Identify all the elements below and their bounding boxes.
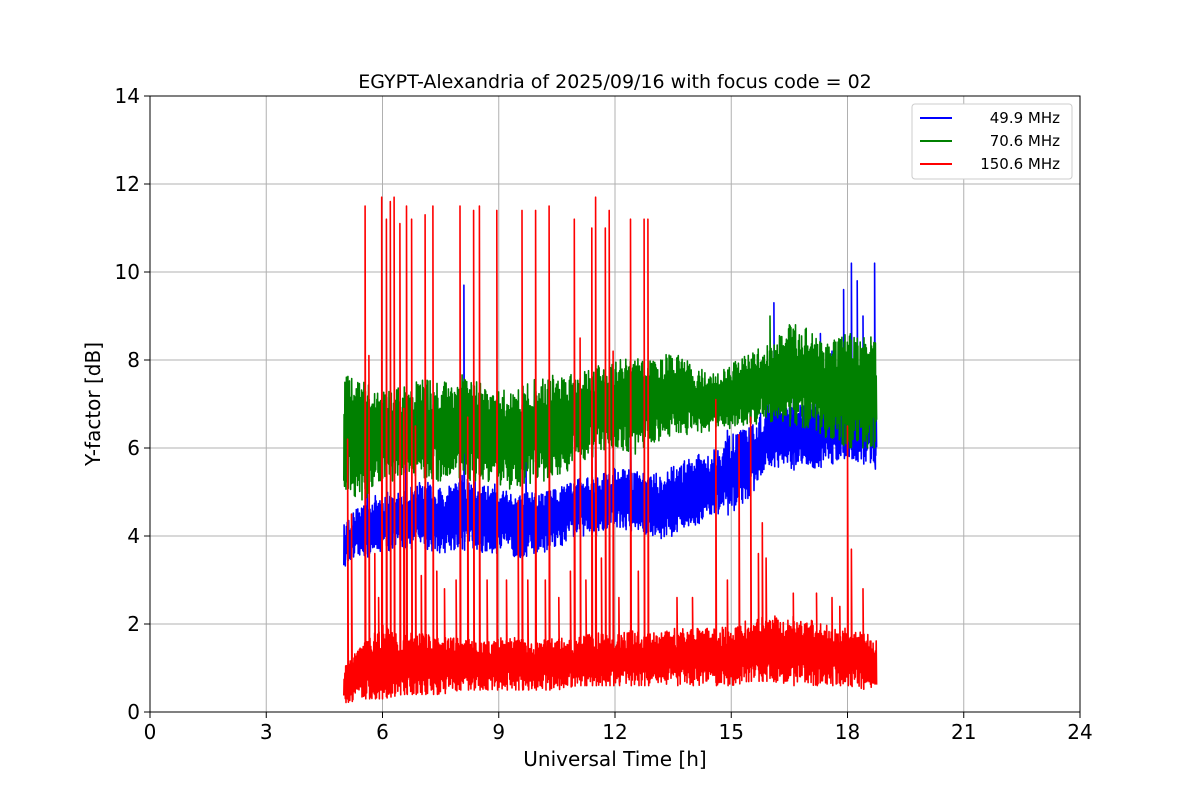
legend: 49.9 MHz 70.6 MHz 150.6 MHz [911,103,1073,180]
legend-box [911,103,1073,180]
series-150-6-mhz [343,196,878,704]
x-tick-label: 18 [835,720,860,744]
series-layer [343,196,878,704]
x-tick-label: 9 [492,720,505,744]
legend-label: 70.6 MHz [990,132,1060,150]
x-tick-label: 12 [602,720,627,744]
series-line [343,196,878,704]
y-axis-label: Y-factor [dB] [81,342,105,467]
x-tick-label: 24 [1067,720,1092,744]
x-tick-label: 15 [719,720,744,744]
y-tick-label: 0 [127,700,140,724]
legend-label: 150.6 MHz [980,155,1060,173]
legend-label: 49.9 MHz [990,109,1060,127]
y-tick-label: 14 [115,84,140,108]
x-tick-label: 21 [951,720,976,744]
x-axis-label: Universal Time [h] [523,747,706,771]
y-tick-label: 6 [127,436,140,460]
y-tick-label: 8 [127,348,140,372]
x-tick-label: 0 [144,720,157,744]
x-tick-label: 6 [376,720,389,744]
y-tick-label: 4 [127,524,140,548]
y-tick-label: 2 [127,612,140,636]
chart-title: EGYPT-Alexandria of 2025/09/16 with focu… [358,71,872,93]
y-tick-label: 12 [115,172,140,196]
x-tick-label: 3 [260,720,273,744]
y-tick-label: 10 [115,260,140,284]
